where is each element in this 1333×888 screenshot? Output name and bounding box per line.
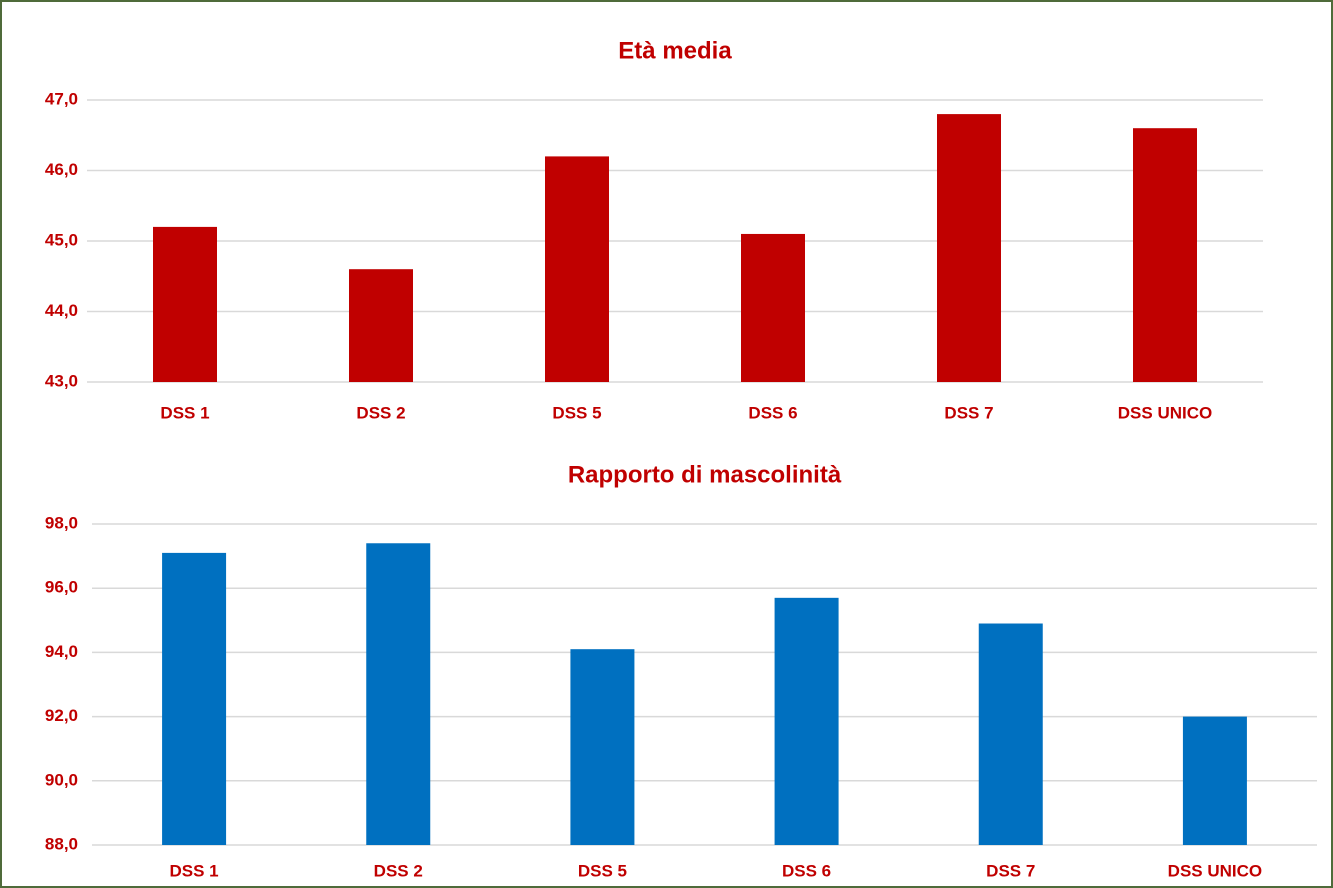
x-tick-label: DSS 1 xyxy=(170,861,219,880)
x-tick-label: DSS 6 xyxy=(782,861,831,880)
bar xyxy=(741,233,805,382)
bar xyxy=(1182,716,1247,845)
bar xyxy=(978,623,1043,845)
y-tick-label: 43,0 xyxy=(45,371,78,390)
bar xyxy=(545,156,609,382)
bar xyxy=(774,597,839,845)
x-tick-label: DSS 7 xyxy=(986,861,1035,880)
chart-title: Rapporto di mascolinità xyxy=(568,461,842,488)
x-tick-label: DSS 1 xyxy=(160,403,209,422)
bar xyxy=(570,649,635,845)
bar xyxy=(366,543,431,845)
chart-title: Età media xyxy=(618,37,732,64)
y-tick-label: 46,0 xyxy=(45,160,78,179)
x-tick-label: DSS 2 xyxy=(374,861,423,880)
y-tick-label: 96,0 xyxy=(45,578,78,597)
bar xyxy=(1133,128,1197,382)
x-tick-label: DSS 6 xyxy=(748,403,797,422)
x-tick-label: DSS 2 xyxy=(356,403,405,422)
x-tick-label: DSS 5 xyxy=(552,403,601,422)
y-tick-label: 47,0 xyxy=(45,89,78,108)
y-tick-label: 45,0 xyxy=(45,230,78,249)
y-tick-label: 44,0 xyxy=(45,301,78,320)
y-tick-label: 90,0 xyxy=(45,770,78,789)
x-tick-label: DSS 5 xyxy=(578,861,627,880)
bar xyxy=(153,226,217,382)
y-tick-label: 88,0 xyxy=(45,834,78,853)
x-tick-label: DSS UNICO xyxy=(1168,861,1262,880)
x-tick-label: DSS 7 xyxy=(944,403,993,422)
y-tick-label: 98,0 xyxy=(45,513,78,532)
bar xyxy=(937,114,1001,382)
y-tick-label: 92,0 xyxy=(45,706,78,725)
x-tick-label: DSS UNICO xyxy=(1118,403,1212,422)
bar xyxy=(162,552,227,845)
bar xyxy=(349,269,413,382)
y-tick-label: 94,0 xyxy=(45,642,78,661)
